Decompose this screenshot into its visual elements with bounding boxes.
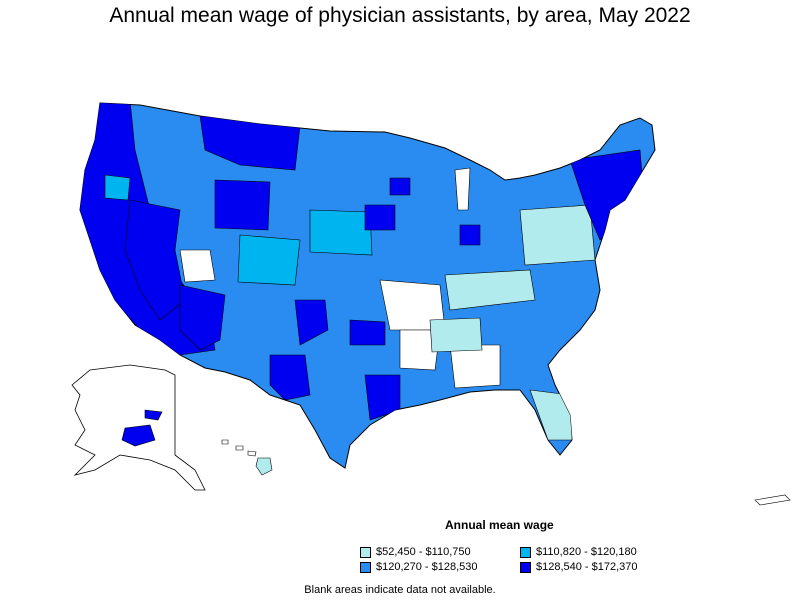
region-idaho [104, 174, 131, 201]
legend-swatch-3 [360, 561, 371, 573]
legend-item-1: $52,450 - $110,750 [360, 546, 471, 558]
legend-item-4: $128,540 - $172,370 [520, 561, 638, 573]
region-east-texas [364, 374, 401, 421]
legend-item-3: $120,270 - $128,530 [360, 561, 478, 573]
blank-areas-note: Blank areas indicate data not available. [304, 584, 496, 596]
region-utah-blank [179, 249, 216, 283]
legend-item-2: $110,820 - $120,180 [520, 546, 637, 558]
legend-label-2: $110,820 - $120,180 [536, 546, 637, 558]
region-tennessee [429, 317, 483, 353]
legend-swatch-2 [520, 546, 531, 558]
legend-swatch-4 [520, 561, 531, 573]
lake-michigan [454, 167, 471, 211]
hawaii [221, 439, 273, 476]
legend-label-1: $52,450 - $110,750 [376, 546, 471, 558]
legend-swatch-1 [360, 546, 371, 558]
region-chicago [459, 224, 481, 246]
region-florida [529, 389, 573, 441]
region-mississippi-blank [449, 344, 501, 389]
region-kentucky [444, 269, 536, 311]
legend-title: Annual mean wage [445, 518, 554, 532]
region-arkansas-blank [399, 329, 441, 371]
puerto-rico [754, 494, 791, 506]
region-minnesota [364, 204, 396, 231]
region-panhandle [294, 299, 329, 346]
region-wisconsin [389, 177, 411, 196]
region-wyoming [214, 179, 271, 231]
legend-label-4: $128,540 - $172,370 [536, 561, 638, 573]
region-nevada [124, 199, 186, 321]
legend-label-3: $120,270 - $128,530 [376, 561, 478, 573]
region-virginia [519, 204, 596, 266]
region-nebraska [309, 209, 373, 256]
region-west-texas [269, 354, 311, 401]
map-title: Annual mean wage of physician assistants… [109, 4, 691, 27]
region-arizona [179, 284, 226, 351]
region-oklahoma [349, 319, 386, 346]
alaska [71, 364, 206, 491]
region-colorado [237, 234, 301, 286]
contiguous-us [79, 102, 656, 469]
